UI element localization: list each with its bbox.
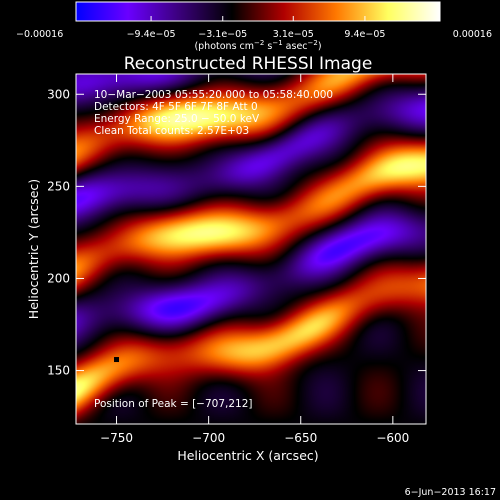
info-line-time: 10−Mar−2003 05:55:20.000 to 05:58:40.000 (94, 89, 333, 101)
colorbar-tick-label: 3.1e−05 (273, 29, 314, 40)
colorbar-tick-label: −9.4e−05 (127, 29, 176, 40)
colorbar-gradient (76, 2, 440, 21)
x-axis-label: Heliocentric X (arcsec) (177, 448, 318, 463)
footer-date: 6−Jun−2013 16:17 (405, 487, 496, 498)
x-tick-label: −650 (284, 431, 317, 445)
heatmap-image (76, 74, 426, 424)
colorbar-tick-label: 0.00016 (453, 29, 492, 40)
plot-frame (75, 73, 427, 425)
colorbar-frame (75, 1, 441, 22)
x-tick-label: −700 (192, 431, 225, 445)
y-tick-label: 250 (47, 179, 70, 193)
info-line-detectors: Detectors: 4F 5F 6F 7F 8F Att 0 (94, 101, 258, 113)
y-tick-label: 150 (47, 364, 70, 378)
x-tick-label: −750 (100, 431, 133, 445)
info-block: 10−Mar−2003 05:55:20.000 to 05:58:40.000… (94, 89, 333, 137)
info-line-energy: Energy Range: 25.0 − 50.0 keV (94, 113, 260, 125)
colorbar-units: (photons cm−2 s−1 asec−2) (194, 39, 321, 52)
colorbar-tick-label: 9.4e−05 (344, 29, 385, 40)
y-axis-label: Heliocentric Y (arcsec) (26, 179, 41, 319)
colorbar-tick-label: −0.00016 (16, 29, 63, 40)
colorbar-tick-label: −3.1e−05 (198, 29, 247, 40)
y-tick-label: 200 (47, 271, 70, 285)
chart-title: Reconstructed RHESSI Image (124, 54, 373, 74)
y-tick-label: 300 (47, 87, 70, 101)
colorbar: −0.00016 −9.4e−05 −3.1e−05 3.1e−05 9.4e−05 0.… (16, 1, 492, 52)
info-line-clean: Clean Total counts: 2.57E+03 (94, 125, 249, 137)
peak-position-label: Position of Peak = [−707,212] (94, 398, 253, 410)
x-tick-label: −600 (376, 431, 409, 445)
peak-marker (114, 357, 120, 363)
